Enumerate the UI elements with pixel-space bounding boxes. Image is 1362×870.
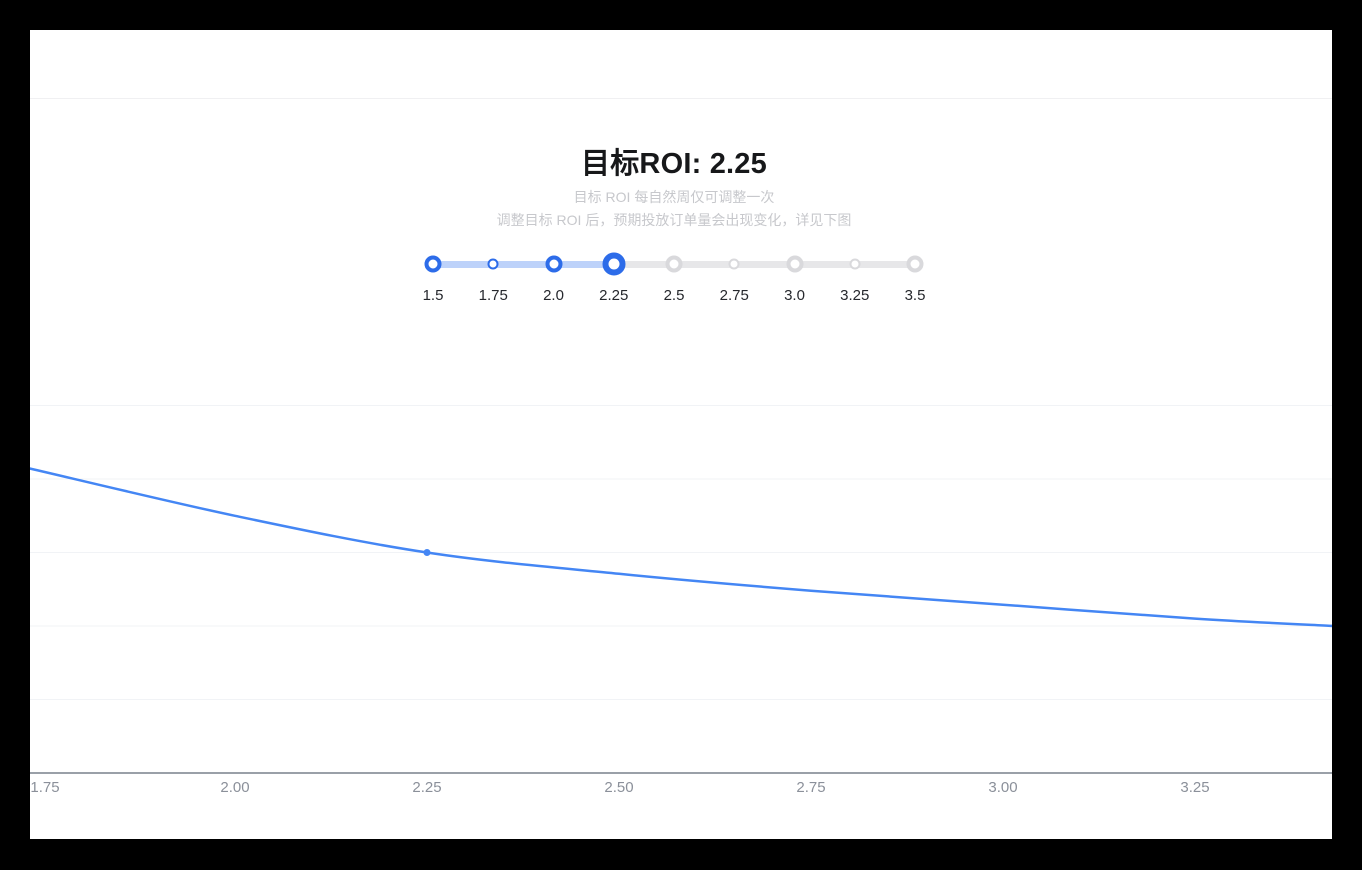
slider-tick-ring [545, 255, 562, 273]
slider-tick-ring [728, 258, 740, 270]
current-roi-marker-dot [423, 549, 431, 556]
x-axis-tick-label: 1.75 [30, 779, 60, 796]
page-title: 目标ROI: 2.25 [581, 148, 767, 180]
subtitle-line-2: 调整目标 ROI 后，预期投放订单量会出现变化，详见下图 [496, 212, 852, 228]
target-roi-slider[interactable]: 1.5 1.75 2.0 2.25 2.5 2.75 3.0 3.25 3.5 [30, 30, 1332, 839]
slider-stop-label: 2.0 [543, 287, 564, 304]
x-axis-tick-label: 3.00 [988, 779, 1018, 796]
slider-stop-label: 2.75 [719, 287, 749, 304]
slider-tick-ring [906, 255, 924, 273]
header-divider [30, 98, 1332, 99]
x-axis-tick-label: 3.25 [1180, 779, 1210, 796]
subtitle-line-1: 目标 ROI 每自然周仅可调整一次 [573, 189, 775, 205]
slider-tick-ring [786, 255, 803, 273]
slider-stop-label: 1.75 [478, 287, 508, 304]
slider-stop-label: 1.5 [422, 287, 444, 304]
slider-stop-label: 3.0 [784, 287, 805, 304]
x-axis-tick-label: 2.50 [604, 779, 634, 796]
slider-stop-label: 3.5 [904, 287, 926, 304]
x-axis-tick-label: 2.75 [796, 779, 826, 796]
slider-stop-label: 2.25 [599, 287, 629, 304]
slider-stop-label: 3.25 [840, 287, 870, 304]
slider-stop-label: 2.5 [663, 287, 685, 304]
orders-curve-svg [30, 405, 1332, 774]
content-panel: 目标ROI: 2.25 目标 ROI 每自然周仅可调整一次 调整目标 ROI 后… [30, 30, 1332, 839]
expected-orders-chart: 1.75 2.00 2.25 2.50 2.75 3.00 3.25 [30, 30, 1332, 839]
slider-track-active[interactable] [433, 260, 614, 268]
slider-track-inactive[interactable] [613, 260, 915, 268]
orders-curve-line [30, 467, 1332, 628]
chart-x-axis-labels: 1.75 2.00 2.25 2.50 2.75 3.00 3.25 [30, 779, 1332, 799]
slider-tick-ring [487, 258, 499, 270]
slider-tick-ring [424, 255, 442, 273]
slider-tick-ring [665, 255, 683, 273]
x-axis-tick-label: 2.00 [220, 779, 250, 796]
slider-tick-ring [849, 258, 861, 270]
slider-handle-ring [602, 252, 626, 276]
x-axis-tick-label: 2.25 [412, 779, 442, 796]
